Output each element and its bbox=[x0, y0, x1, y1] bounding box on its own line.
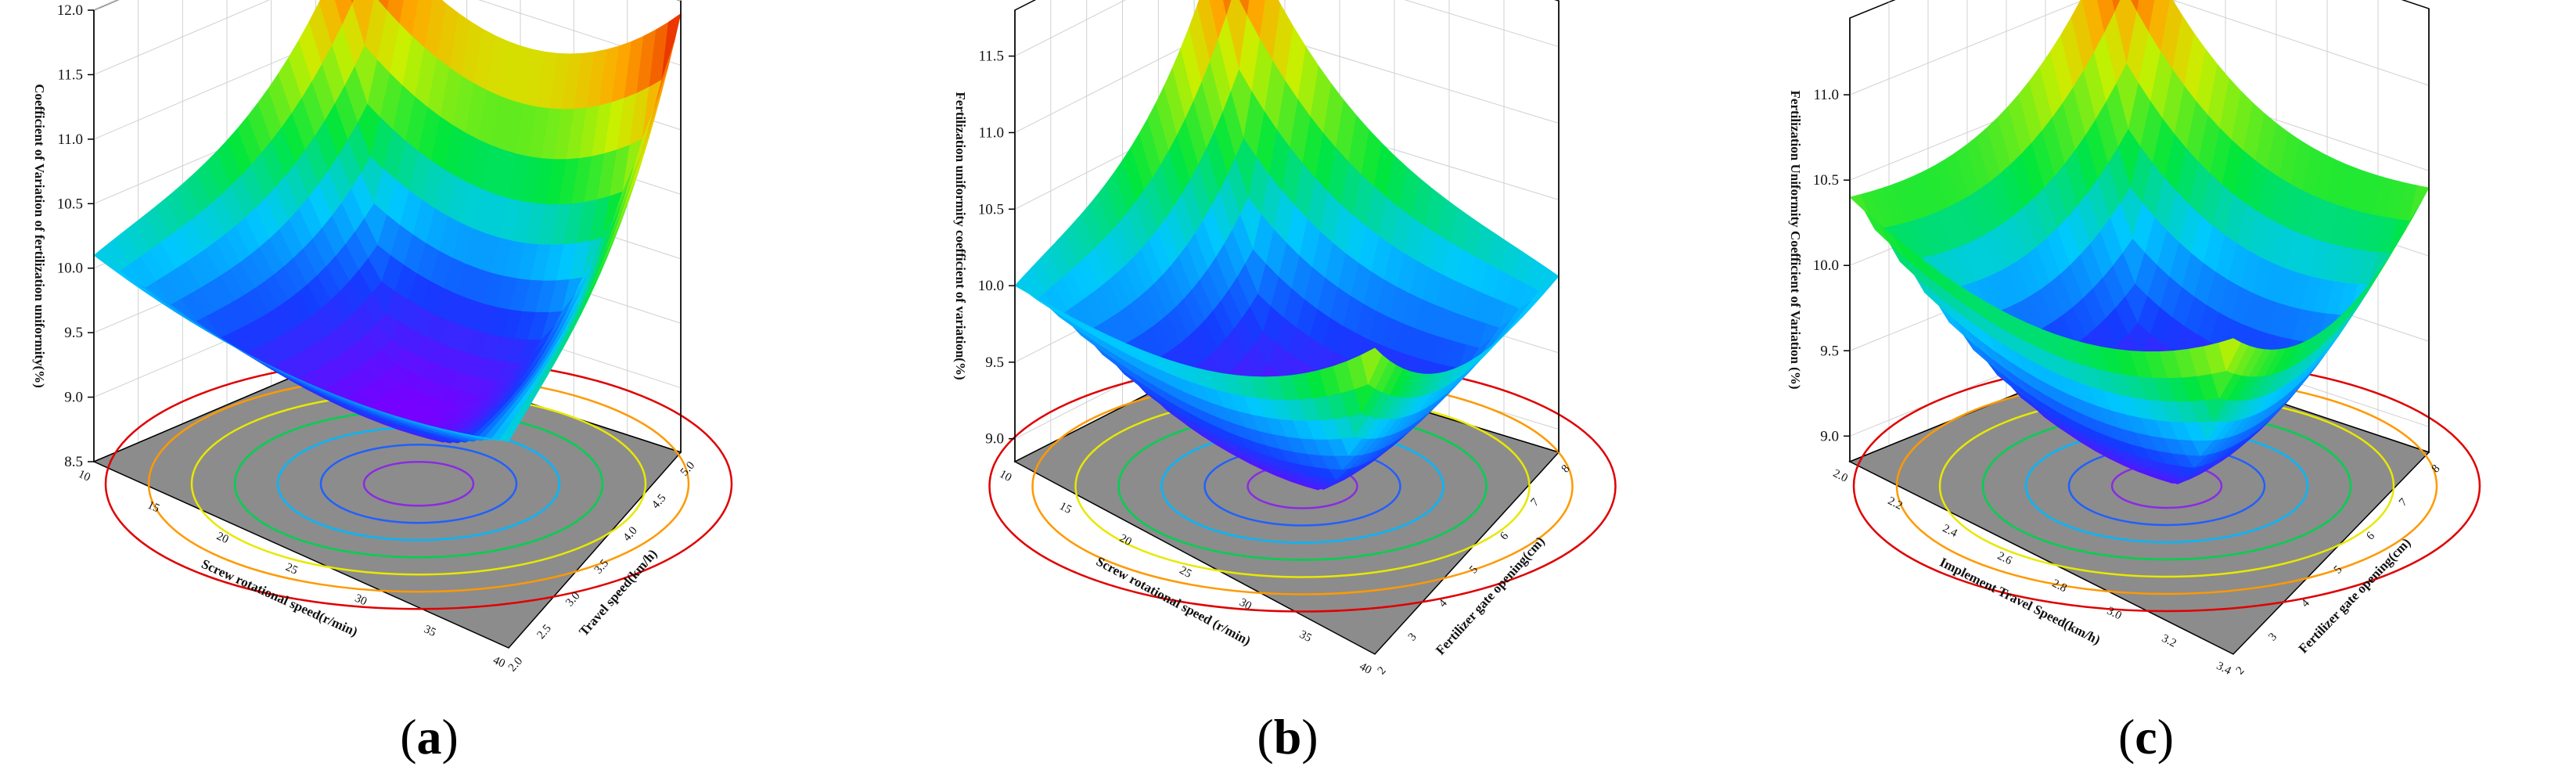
surface-chart-c: 9.0 9.5 10.0 10.5 11.0 Fertilization Uniformi… bbox=[1788, 0, 2481, 678]
z-axis: 9.0 9.5 10.0 10.5 11.0 11.5 Fertilization unif… bbox=[953, 49, 1015, 448]
y-tick-label: 4.5 bbox=[649, 492, 668, 512]
z-tick-label: 8.5 bbox=[64, 454, 83, 470]
x-tick-label: 10 bbox=[998, 468, 1014, 484]
panel-caption-b: (b) bbox=[1257, 709, 1319, 764]
x-tick-label: 3.2 bbox=[2160, 632, 2178, 650]
y-tick-label: 5 bbox=[1467, 563, 1480, 576]
surface-chart-a: 8.5 9.0 9.5 10.0 10.5 11.0 11.5 12.0 Coefficient… bbox=[32, 0, 733, 674]
x-tick-label: 20 bbox=[214, 530, 230, 546]
y-tick-label: 6 bbox=[1498, 530, 1511, 543]
y-tick-label: 8 bbox=[2430, 462, 2443, 476]
z-tick-label: 10.0 bbox=[1813, 257, 1839, 274]
y-tick-label: 2 bbox=[2234, 664, 2247, 678]
y-tick-label: 3 bbox=[2266, 631, 2279, 644]
x-tick-label: 20 bbox=[1117, 532, 1134, 549]
z-tick-label: 9.0 bbox=[1820, 428, 1839, 444]
surface-chart-b: 9.0 9.5 10.0 10.5 11.0 11.5 Fertilization unif… bbox=[953, 0, 1617, 677]
z-tick-label: 11.5 bbox=[978, 49, 1004, 65]
box-frame bbox=[1849, 9, 2430, 462]
x-tick-label: 40 bbox=[491, 654, 507, 671]
x-tick-label: 2.8 bbox=[2050, 577, 2069, 595]
contour-line bbox=[362, 461, 475, 507]
box-frame bbox=[93, 1, 682, 462]
box-frame bbox=[1014, 1, 1560, 462]
x-tick-label: 2.6 bbox=[1995, 549, 2014, 567]
z-tick-label: 10.5 bbox=[1813, 172, 1839, 189]
x-tick-label: 3.0 bbox=[2105, 605, 2124, 623]
y-tick-label: 3 bbox=[1406, 631, 1419, 643]
z-tick-label: 10.0 bbox=[978, 278, 1004, 294]
y-tick-label: 7 bbox=[2397, 496, 2410, 509]
z-tick-label: 11.0 bbox=[57, 131, 83, 148]
x-tick-label: 40 bbox=[1358, 660, 1374, 677]
z-tick-label: 10.5 bbox=[57, 196, 83, 212]
y-tick-label: 5.0 bbox=[678, 459, 697, 479]
z-axis-title: Coefficient of Variation of fertilizatio… bbox=[32, 84, 47, 388]
x-tick-label: 10 bbox=[77, 468, 92, 484]
z-tick-label: 12.0 bbox=[57, 2, 83, 19]
x-tick-label: 30 bbox=[353, 592, 369, 609]
y-tick-label: 2.5 bbox=[534, 622, 553, 642]
z-tick-label: 10.0 bbox=[57, 261, 83, 277]
z-tick-label: 11.0 bbox=[978, 124, 1004, 141]
contour-line bbox=[319, 444, 518, 524]
z-axis: 8.5 9.0 9.5 10.0 10.5 11.0 11.5 12.0 Coefficient… bbox=[32, 2, 94, 470]
y-tick-label: 6 bbox=[2364, 530, 2377, 543]
panel-caption-a: (a) bbox=[400, 709, 459, 764]
x-tick-label: 30 bbox=[1237, 596, 1254, 613]
x-tick-label: 2.0 bbox=[1831, 467, 1850, 485]
z-tick-label: 9.5 bbox=[985, 354, 1004, 371]
y-tick-label: 2 bbox=[1376, 664, 1389, 677]
panel-caption-c: (c) bbox=[2117, 709, 2175, 764]
x-tick-label: 2.4 bbox=[1941, 522, 1959, 540]
x-tick-label: 2.2 bbox=[1886, 495, 1905, 513]
z-axis-title: Fertilization Uniformity Coefficient of … bbox=[1788, 91, 1803, 390]
z-tick-label: 9.0 bbox=[985, 431, 1004, 448]
x-tick-label: 15 bbox=[146, 499, 161, 516]
z-tick-label: 10.5 bbox=[978, 201, 1004, 218]
panel-c: 9.0 9.5 10.0 10.5 11.0 Fertilization Uniformi… bbox=[1717, 0, 2575, 777]
z-tick-label: 11.5 bbox=[57, 67, 83, 83]
y-axis-title: Travel speed(km/h) bbox=[576, 546, 660, 639]
z-tick-label: 9.5 bbox=[64, 325, 83, 341]
x-tick-label: 25 bbox=[284, 561, 300, 577]
z-axis-title: Fertilization uniformity coefficient of … bbox=[953, 92, 968, 380]
panel-a: 8.5 9.0 9.5 10.0 10.5 11.0 11.5 12.0 Coefficient… bbox=[0, 0, 858, 777]
response-surface bbox=[1014, 0, 1560, 491]
x-tick-label: 25 bbox=[1178, 564, 1194, 581]
y-tick-label: 2.0 bbox=[506, 655, 525, 674]
x-tick-label: 3.4 bbox=[2214, 660, 2233, 678]
z-tick-label: 9.0 bbox=[64, 390, 83, 406]
y-tick-label: 4.0 bbox=[621, 524, 639, 544]
y-tick-label: 3.0 bbox=[563, 590, 582, 610]
z-axis: 9.0 9.5 10.0 10.5 11.0 Fertilization Uniformi… bbox=[1788, 87, 1850, 444]
z-tick-label: 9.5 bbox=[1820, 343, 1839, 359]
y-tick-label: 5 bbox=[2332, 563, 2345, 577]
x-tick-label: 15 bbox=[1057, 500, 1074, 516]
z-tick-label: 11.0 bbox=[1813, 87, 1839, 103]
x-tick-label: 35 bbox=[1297, 628, 1314, 645]
response-surface bbox=[93, 0, 682, 444]
response-surface bbox=[1849, 0, 2430, 484]
x-tick-label: 35 bbox=[422, 623, 437, 639]
y-tick-label: 7 bbox=[1528, 496, 1542, 509]
panel-b: 9.0 9.5 10.0 10.5 11.0 11.5 Fertilization unif… bbox=[858, 0, 1717, 777]
